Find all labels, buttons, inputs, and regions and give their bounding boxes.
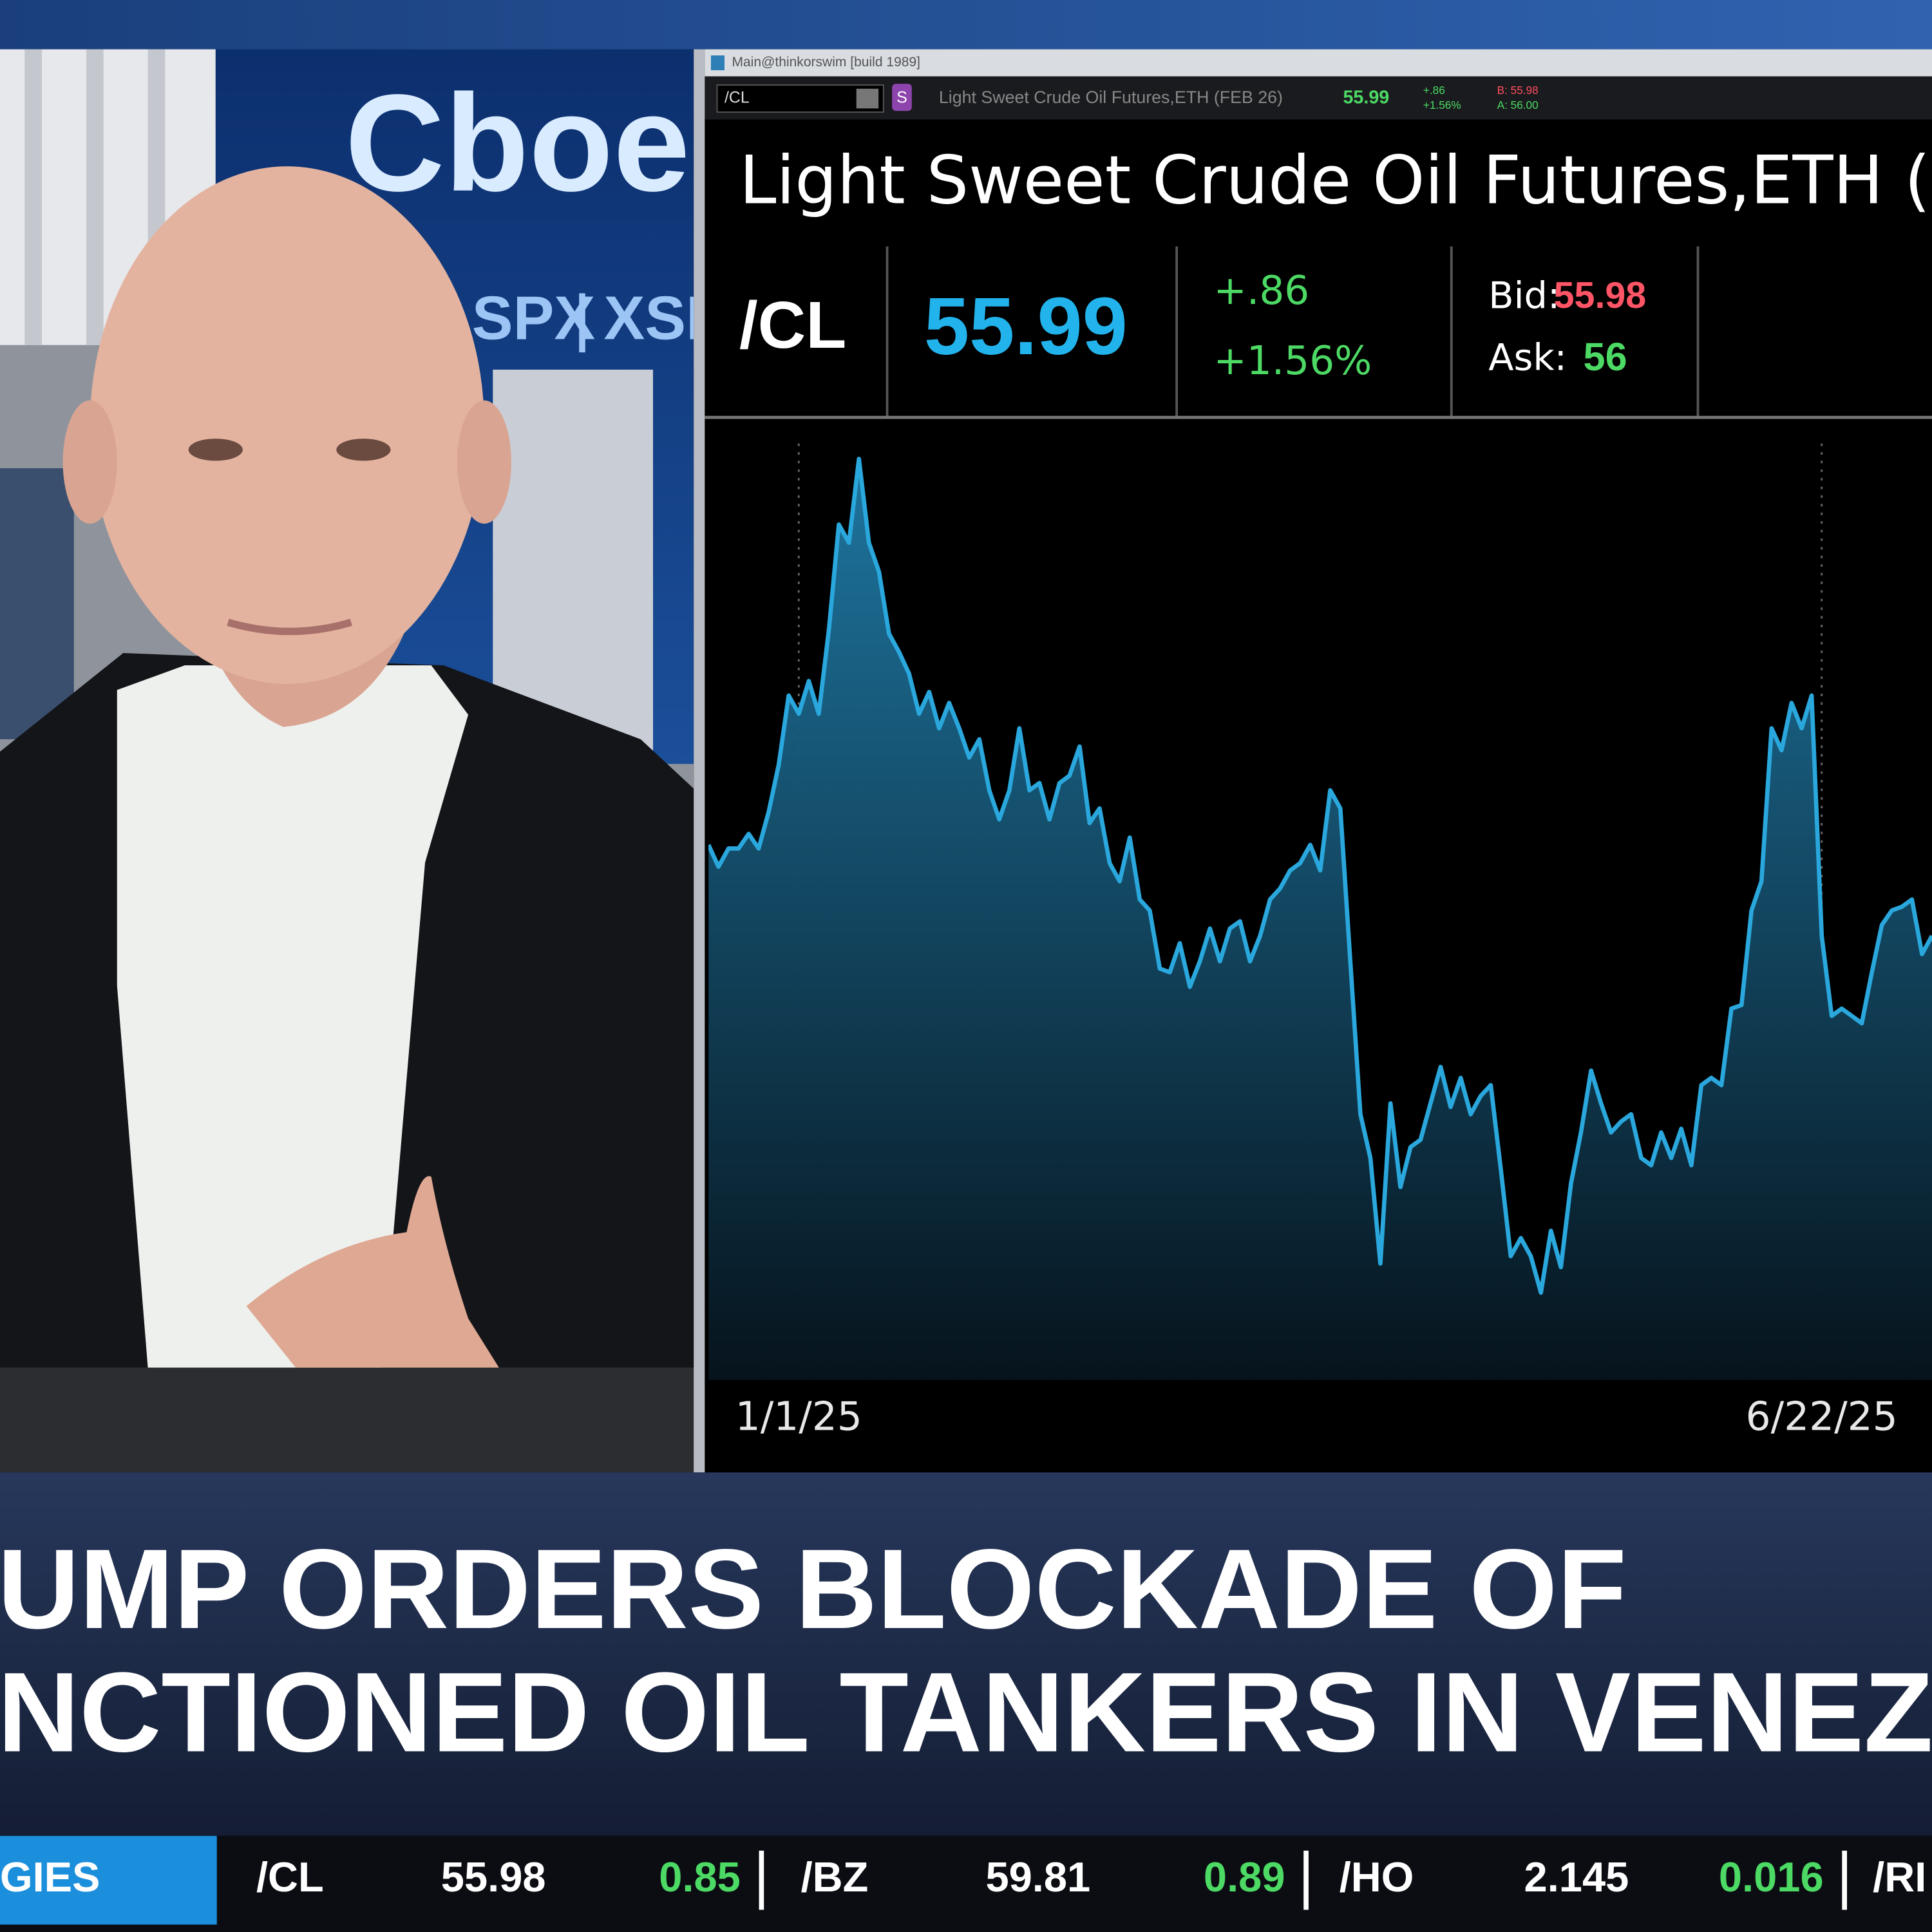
- toolbar-bid: B: 55.98: [1497, 84, 1539, 97]
- dropdown[interactable]: [856, 88, 879, 109]
- ask-value: 56: [1584, 335, 1627, 379]
- ticker-section-box: [0, 1835, 217, 1925]
- top-band: [0, 0, 1932, 50]
- quote-header: [705, 119, 1932, 419]
- logo-product: SPX: [472, 284, 595, 353]
- divider: [694, 49, 705, 1473]
- headline-line: UMP ORDERS BLOCKADE OF: [0, 1526, 1627, 1653]
- eye: [188, 439, 243, 461]
- ticker-separator: [759, 1850, 764, 1910]
- bid-value: 55.98: [1554, 275, 1647, 316]
- video-footer: [0, 1367, 703, 1473]
- ticker-change: 0.016: [1719, 1853, 1824, 1900]
- area: [708, 459, 1932, 1380]
- hand: [246, 1176, 499, 1368]
- ask-label: Ask:: [1488, 336, 1567, 379]
- ticker-bar: [0, 1835, 1932, 1932]
- toolbar-description: Light Sweet Crude Oil Futures,ETH (FEB 2…: [939, 88, 1283, 107]
- mouth: [227, 618, 352, 636]
- toolbar-symbol: /CL: [724, 89, 750, 107]
- ticker-section: GIES: [0, 1853, 100, 1900]
- ticker-price: 2.145: [1524, 1853, 1629, 1900]
- toolbar-last: 55.99: [1343, 88, 1389, 108]
- x-axis: 1/1/25 6/22/25: [735, 1394, 1898, 1440]
- bid-label: Bid:: [1488, 274, 1560, 317]
- badge-text: S: [896, 89, 907, 107]
- logo-brand: Cboe: [345, 66, 690, 220]
- headline-banner: [0, 1472, 1932, 1836]
- logo-product: XSP: [603, 284, 726, 353]
- toolbar-change: +.86: [1423, 84, 1445, 97]
- shirt: [117, 665, 469, 1368]
- x-tick-label: 1/1/25: [735, 1394, 862, 1440]
- ticker-symbol: /RI: [1873, 1853, 1926, 1900]
- head: [90, 166, 484, 684]
- ticker-separator: [1303, 1850, 1309, 1910]
- video-panel: Cboe SPX XSP: [0, 49, 726, 1368]
- quote-last: 55.99: [924, 281, 1128, 372]
- quote-symbol: /CL: [739, 287, 846, 362]
- toolbar-change-pct: +1.56%: [1423, 99, 1461, 111]
- column: [24, 49, 43, 345]
- x-tick-label: 6/22/25: [1746, 1394, 1898, 1440]
- eye: [336, 439, 391, 461]
- toolbar: [705, 76, 1932, 120]
- ticker-change: 0.85: [659, 1853, 741, 1900]
- price-line: [708, 457, 1932, 1295]
- app-icon: [710, 55, 724, 71]
- toolbar-ask: A: 56.00: [1497, 99, 1539, 111]
- symbol-box[interactable]: [716, 84, 884, 113]
- headline-line: NCTIONED OIL TANKERS IN VENEZUEL: [0, 1649, 1932, 1776]
- ear: [62, 400, 117, 524]
- window-title: Main@thinkorswim [build 1989]: [732, 55, 920, 70]
- ear: [457, 400, 512, 524]
- window-titlebar: [705, 49, 1932, 77]
- column: [86, 49, 104, 345]
- quote-change-pct: +1.56%: [1214, 338, 1372, 384]
- ticker-items: /CL 55.98 0.85/BZ 59.81 0.89/HO 2.145 0.016/RI: [256, 1850, 1926, 1910]
- ticker-symbol: /BZ: [801, 1853, 869, 1900]
- ticker-separator: [1842, 1850, 1847, 1910]
- ticker-price: 55.98: [441, 1853, 546, 1900]
- ticker-price: 59.81: [985, 1853, 1090, 1900]
- quote-title: Light Sweet Crude Oil Futures,ETH (FE: [739, 142, 1932, 219]
- quote-change: +.86: [1214, 268, 1310, 314]
- ticker-symbol: /HO: [1340, 1853, 1414, 1900]
- badge: [892, 84, 912, 111]
- plot: [708, 443, 1932, 1380]
- logo-separator: [579, 293, 585, 353]
- background-screen: [0, 468, 74, 739]
- ticker-symbol: /CL: [256, 1853, 324, 1900]
- ticker-change: 0.89: [1204, 1853, 1285, 1900]
